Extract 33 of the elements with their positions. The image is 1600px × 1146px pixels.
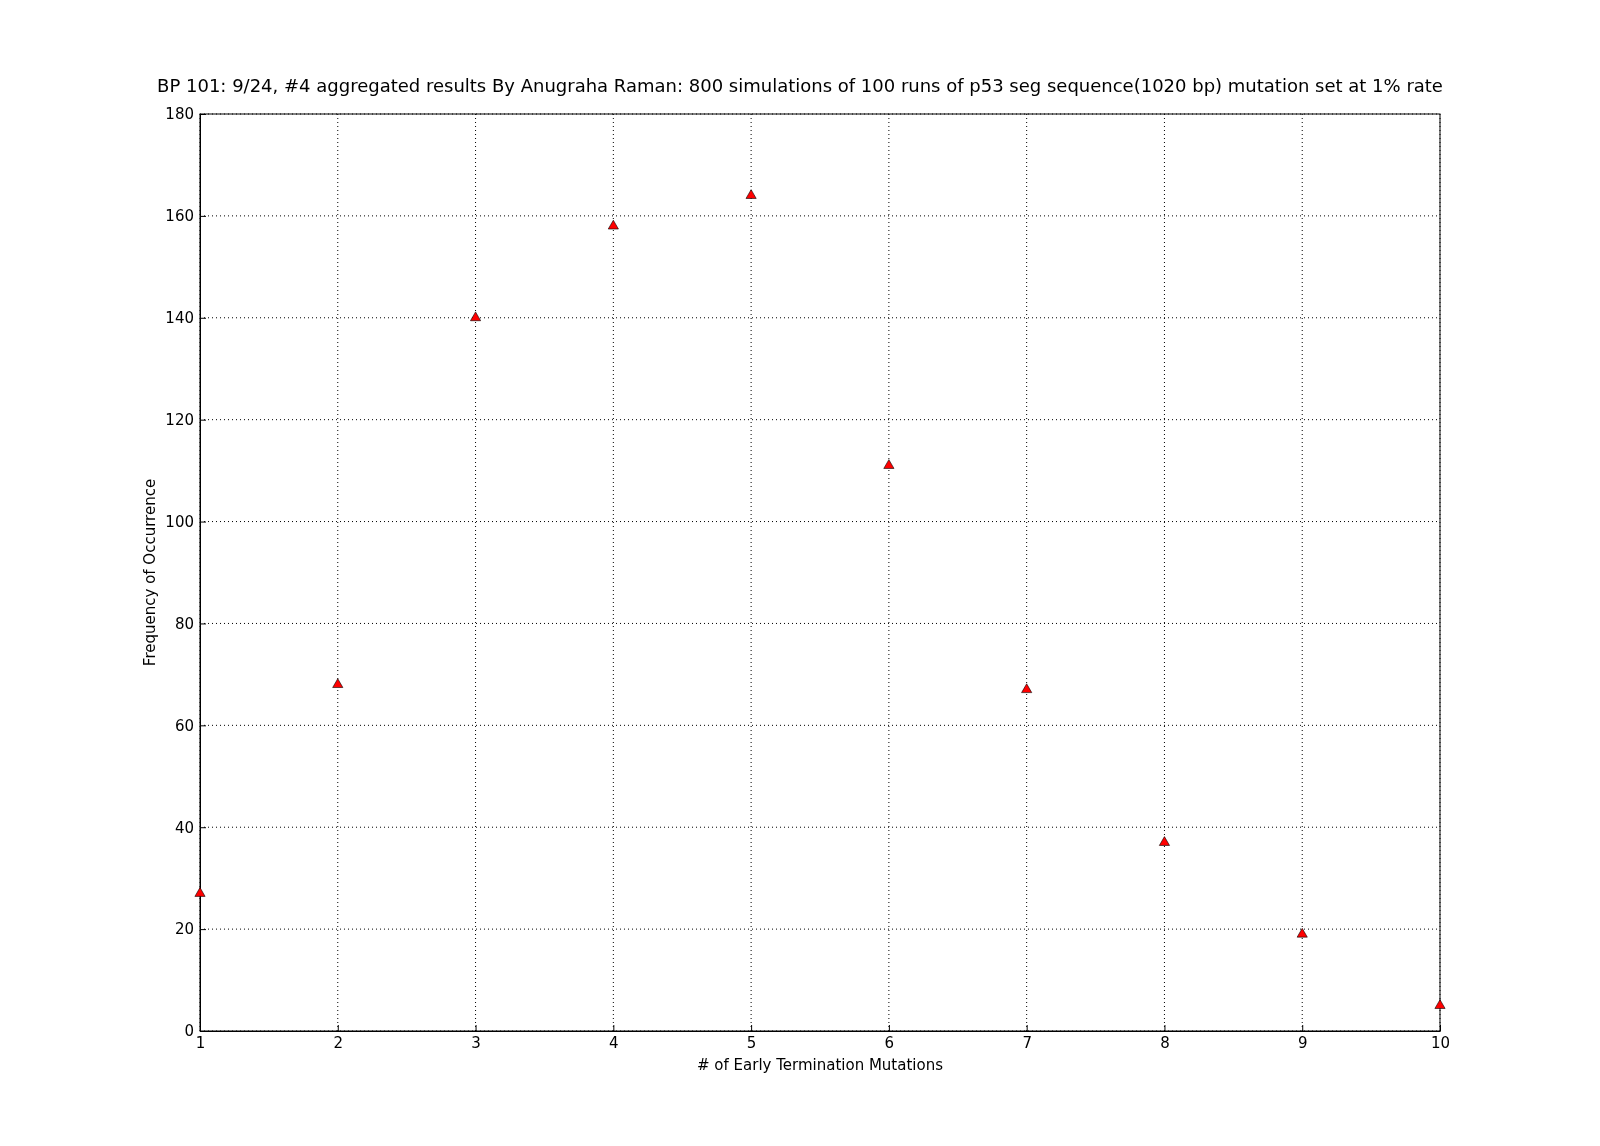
- point: [470, 311, 481, 322]
- y-tick-label: 120: [165, 410, 194, 429]
- y-tick-label: 160: [165, 207, 194, 226]
- point: [745, 189, 757, 199]
- x-tick-label: 5: [746, 1033, 757, 1052]
- x-tick-label: 6: [884, 1033, 895, 1052]
- x-tick-label: 1: [195, 1033, 206, 1052]
- x-tick-label: 8: [1160, 1033, 1170, 1052]
- y-tick-label: 40: [174, 818, 194, 837]
- y-tick-label: 20: [174, 920, 194, 939]
- y-tick-label: 80: [174, 614, 194, 633]
- y-tick-label: 60: [174, 716, 194, 735]
- x-tick-label: 2: [333, 1033, 344, 1052]
- y-tick-label: 0: [184, 1022, 194, 1041]
- point: [1434, 999, 1446, 1009]
- point: [1021, 683, 1033, 693]
- x-tick-label: 7: [1022, 1033, 1032, 1052]
- point: [332, 678, 344, 688]
- chart-title: BP 101: 9/24, #4 aggregated results By Anugraha Raman: 800 simulations of 100 runs of p53 seg sequence(1020 bp) mutation set at 1% rate: [157, 75, 1443, 96]
- x-tick-label: 3: [471, 1033, 481, 1052]
- x-tick-label: 9: [1297, 1033, 1308, 1052]
- y-tick-label: 140: [165, 309, 194, 328]
- point: [1159, 836, 1170, 846]
- point: [883, 459, 895, 469]
- point: [194, 887, 206, 897]
- x-axis-title: # of Early Termination Mutations: [696, 1056, 944, 1074]
- x-tick-label: 4: [609, 1033, 619, 1052]
- point: [1296, 928, 1308, 938]
- y-axis-title: Frequency of Occurrence: [141, 478, 159, 667]
- y-tick-label: 100: [165, 512, 194, 531]
- y-tick-label: 180: [165, 105, 194, 124]
- x-tick-label: 10: [1430, 1033, 1451, 1052]
- point: [607, 219, 619, 230]
